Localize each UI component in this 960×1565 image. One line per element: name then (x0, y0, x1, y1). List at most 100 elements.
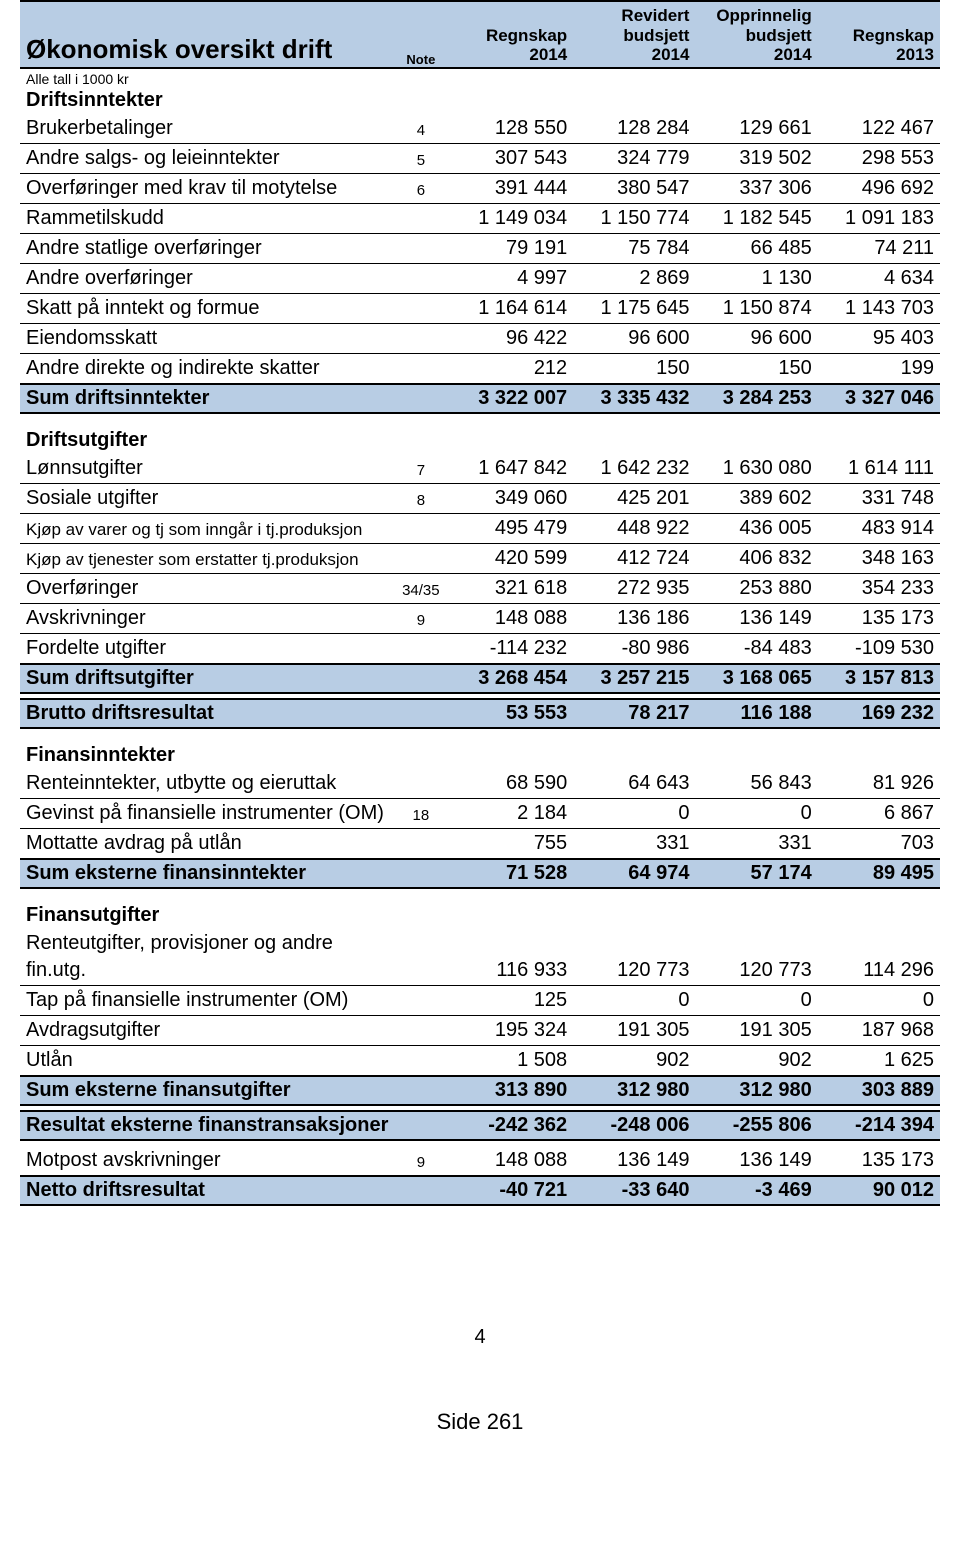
row-finansutgifter: Avdragsutgifter195 324191 305191 305187 … (20, 1015, 940, 1045)
row-note: 4 (391, 114, 451, 144)
sum-value: -248 006 (573, 1111, 695, 1140)
sum-value: 313 890 (451, 1076, 573, 1105)
row-note: 34/35 (391, 573, 451, 603)
row-value: 195 324 (451, 1015, 573, 1045)
row-value: 420 599 (451, 543, 573, 573)
row-value: 191 305 (695, 1015, 817, 1045)
row-value: 902 (573, 1045, 695, 1076)
row-value: 496 692 (818, 173, 940, 203)
sum-label: Sum eksterne finansutgifter (20, 1076, 451, 1105)
row-value: 116 933 (451, 929, 573, 986)
row-value: -114 232 (451, 633, 573, 664)
row-label: Avdragsutgifter (20, 1015, 391, 1045)
row-value: 1 149 034 (451, 203, 573, 233)
row-value: 150 (573, 353, 695, 384)
sum-value: 53 553 (451, 699, 573, 728)
row-value: -80 986 (573, 633, 695, 664)
row-value: 331 (573, 828, 695, 859)
row-label: Overføringer (20, 573, 391, 603)
row-finansutgifter: Utlån1 5089029021 625 (20, 1045, 940, 1076)
row-label: Lønnsutgifter (20, 454, 391, 484)
row-value: 6 867 (818, 798, 940, 828)
row-value: 1 642 232 (573, 454, 695, 484)
row-value: -84 483 (695, 633, 817, 664)
sum-value: 89 495 (818, 859, 940, 888)
row-finansutgifter: Tap på finansielle instrumenter (OM)1250… (20, 985, 940, 1015)
sum-driftsinntekter: Sum driftsinntekter3 322 0073 335 4323 2… (20, 384, 940, 413)
section-heading-text: Driftsinntekter (20, 87, 940, 114)
row-value: 128 550 (451, 114, 573, 144)
heading-finansutgifter: Finansutgifter (20, 902, 940, 929)
row-finansinntekter: Renteinntekter, utbytte og eieruttak68 5… (20, 769, 940, 799)
row-value: 150 (695, 353, 817, 384)
header-note-label: Note (391, 1, 451, 68)
row-value: 212 (451, 353, 573, 384)
section-heading-text: Finansinntekter (20, 742, 940, 769)
sum-value: 90 012 (818, 1176, 940, 1205)
row-value: 902 (695, 1045, 817, 1076)
row-value: 1 614 111 (818, 454, 940, 484)
row-value: 1 143 703 (818, 293, 940, 323)
row-note (391, 233, 451, 263)
row-value: -109 530 (818, 633, 940, 664)
row-driftsutgifter: Kjøp av tjenester som erstatter tj.produ… (20, 543, 940, 573)
row-driftsutgifter: Kjøp av varer og tj som inngår i tj.prod… (20, 513, 940, 543)
row-value: 331 748 (818, 483, 940, 513)
row-value: 1 647 842 (451, 454, 573, 484)
row-value: 125 (451, 985, 573, 1015)
row-label: Brukerbetalinger (20, 114, 391, 144)
row-value: 96 600 (695, 323, 817, 353)
row-value: 406 832 (695, 543, 817, 573)
spacer-row (20, 728, 940, 742)
row-note: 18 (391, 798, 451, 828)
row-note (391, 263, 451, 293)
sum-value: -40 721 (451, 1176, 573, 1205)
row-value: 331 (695, 828, 817, 859)
row-value: 1 182 545 (695, 203, 817, 233)
row-label: Tap på finansielle instrumenter (OM) (20, 985, 391, 1015)
row-value: 148 088 (451, 603, 573, 633)
row-value: 120 773 (573, 929, 695, 986)
sum-label: Sum driftsutgifter (20, 664, 451, 693)
row-value: 349 060 (451, 483, 573, 513)
row-value: 56 843 (695, 769, 817, 799)
row-value: 128 284 (573, 114, 695, 144)
section-heading-text: Finansutgifter (20, 902, 940, 929)
row-value: 1 508 (451, 1045, 573, 1076)
header-title: Økonomisk oversikt drift (20, 1, 391, 68)
sum-value: 3 335 432 (573, 384, 695, 413)
row-value: 136 149 (695, 1146, 817, 1176)
sum-value: 3 322 007 (451, 384, 573, 413)
row-value: 135 173 (818, 1146, 940, 1176)
row-driftsinntekter: Andre statlige overføringer79 19175 7846… (20, 233, 940, 263)
row-finansinntekter: Gevinst på finansielle instrumenter (OM)… (20, 798, 940, 828)
row-finansinntekter: Mottatte avdrag på utlån755331331703 (20, 828, 940, 859)
sum-netto-driftsresultat: Netto driftsresultat-40 721-33 640-3 469… (20, 1176, 940, 1205)
sum-value: -214 394 (818, 1111, 940, 1140)
row-value: 136 149 (695, 603, 817, 633)
row-driftsutgifter: Sosiale utgifter8349 060425 201389 60233… (20, 483, 940, 513)
row-driftsinntekter: Eiendomsskatt96 42296 60096 60095 403 (20, 323, 940, 353)
row-value: 187 968 (818, 1015, 940, 1045)
row-value: 114 296 (818, 929, 940, 986)
section-heading-text: Driftsutgifter (20, 427, 940, 454)
sum-finansutgifter: Sum eksterne finansutgifter313 890312 98… (20, 1076, 940, 1105)
sum-value: 71 528 (451, 859, 573, 888)
sum-value: 169 232 (818, 699, 940, 728)
row-note (391, 323, 451, 353)
sum-resultat-eksterne: Resultat eksterne finanstransaksjoner-24… (20, 1111, 940, 1140)
sum-value: 3 284 253 (695, 384, 817, 413)
row-value: 1 625 (818, 1045, 940, 1076)
row-note: 9 (391, 603, 451, 633)
row-note (391, 929, 451, 986)
row-value: 95 403 (818, 323, 940, 353)
row-note (391, 985, 451, 1015)
row-value: 191 305 (573, 1015, 695, 1045)
table-header: Økonomisk oversikt drift Note Regnskap 2… (20, 1, 940, 68)
row-note: 8 (391, 483, 451, 513)
row-value: 120 773 (695, 929, 817, 986)
row-value: 495 479 (451, 513, 573, 543)
row-value: 0 (573, 798, 695, 828)
row-value: 272 935 (573, 573, 695, 603)
row-value: 337 306 (695, 173, 817, 203)
